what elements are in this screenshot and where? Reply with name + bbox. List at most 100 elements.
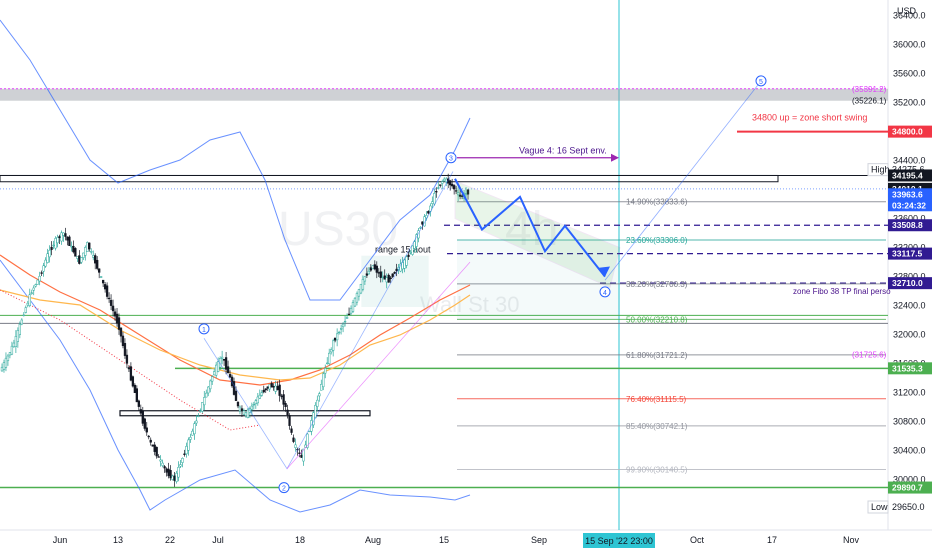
candle-body — [183, 453, 186, 455]
candle-body — [238, 406, 242, 412]
candle-body — [337, 331, 341, 334]
candle-body — [391, 273, 394, 277]
y-tick-label: 35600.0 — [893, 69, 926, 79]
price-tag-label-box — [867, 500, 889, 514]
candle-body — [155, 446, 158, 457]
candle-body — [264, 388, 267, 391]
candle-body — [308, 430, 311, 433]
candle-body — [373, 264, 376, 270]
y-tick-label: 30800.0 — [893, 417, 926, 427]
candle-body — [332, 340, 335, 351]
candle-body — [226, 366, 230, 374]
candle-body — [431, 201, 434, 204]
price-tag-box — [888, 169, 932, 182]
candle-body — [347, 313, 351, 316]
candle-body — [157, 456, 160, 458]
candle-body — [70, 245, 73, 248]
fib-level-label: 14.90%(33833.6) — [626, 198, 688, 207]
candle-body — [127, 367, 131, 370]
candle-body — [74, 248, 77, 257]
candle-body — [16, 330, 20, 342]
candle-body — [92, 255, 95, 258]
candle-body — [179, 464, 182, 467]
candle-body — [100, 276, 103, 278]
price-tag-box — [888, 188, 932, 201]
candle-body — [189, 436, 192, 440]
price-tags: High34275.634195.434010.133963.603:24:32… — [867, 125, 932, 514]
candle-body — [419, 227, 422, 229]
x-tick-label: 15 — [439, 535, 449, 545]
candle-body — [101, 279, 105, 284]
candle-body — [240, 408, 244, 412]
wave-trendline — [286, 261, 471, 469]
wave-label-circle — [755, 75, 767, 87]
candle-body — [345, 317, 349, 319]
projection-arrow-head — [598, 266, 610, 277]
candle-body — [349, 307, 353, 314]
candle-body — [294, 444, 297, 448]
candle-body — [149, 439, 152, 443]
candle-body — [10, 345, 14, 355]
price-tag-value: 34195.4 — [892, 170, 923, 180]
zones-layer: range 15 aout — [0, 88, 888, 489]
candle-body — [2, 362, 6, 370]
candle-body — [8, 352, 12, 356]
candle-body — [34, 284, 37, 287]
candle-body — [435, 191, 438, 193]
candle-body — [40, 272, 43, 274]
candle-body — [335, 333, 339, 341]
watermark-symbol: US30 — [278, 203, 398, 256]
y-tick-label: 32800.0 — [893, 272, 926, 282]
candle-body — [38, 275, 41, 282]
wave-label-circle — [599, 286, 611, 298]
candle-body — [425, 215, 428, 219]
candle-body — [167, 468, 170, 477]
candle-body — [98, 268, 101, 273]
candle-body — [258, 394, 261, 399]
candle-body — [139, 409, 142, 414]
candle-body — [314, 405, 317, 419]
candle-body — [270, 383, 273, 388]
price-tag-value: 31535.3 — [892, 363, 923, 373]
vague4-arrow-head — [611, 153, 619, 162]
y-axis-currency: USD — [897, 6, 917, 16]
short-zone-label: 34800 up = zone short swing — [752, 113, 867, 123]
candle-body — [20, 319, 23, 325]
candle-body — [193, 423, 196, 435]
price-tag-value: 32710.0 — [892, 278, 923, 288]
candle-body — [413, 241, 416, 249]
candle-body — [163, 466, 166, 469]
candle-body — [326, 362, 329, 364]
candle-body — [115, 313, 119, 324]
candle-body — [421, 221, 424, 225]
right-label-35391: (35391.2) — [852, 85, 887, 94]
candle-body — [452, 185, 456, 190]
fib-level-label: 76.40%(31115.5) — [626, 395, 687, 404]
candle-body — [387, 274, 390, 283]
y-tick-label: 36400.0 — [893, 11, 926, 21]
time-tag-box — [583, 533, 655, 548]
vague4-label: Vague 4: 16 Sept env. — [519, 146, 607, 156]
candle-body — [318, 393, 321, 397]
candle-body — [466, 189, 470, 195]
candle-body — [207, 386, 210, 394]
candle-body — [181, 457, 184, 463]
candle-body — [449, 180, 452, 186]
candle-body — [357, 289, 361, 297]
bollinger-upper — [0, 19, 471, 301]
price-tag-label: High — [871, 165, 890, 175]
x-tick-label: 22 — [165, 535, 175, 545]
candle-body — [171, 475, 174, 480]
candle-body — [292, 437, 295, 442]
moving-average-orange — [0, 254, 471, 386]
candle-body — [86, 242, 89, 252]
candle-body — [107, 297, 111, 300]
candle-body — [4, 357, 8, 368]
candle-body — [82, 252, 85, 258]
candle-body — [316, 399, 319, 407]
candle-body — [454, 190, 458, 192]
candle-body — [330, 349, 333, 353]
candle-body — [203, 397, 206, 406]
